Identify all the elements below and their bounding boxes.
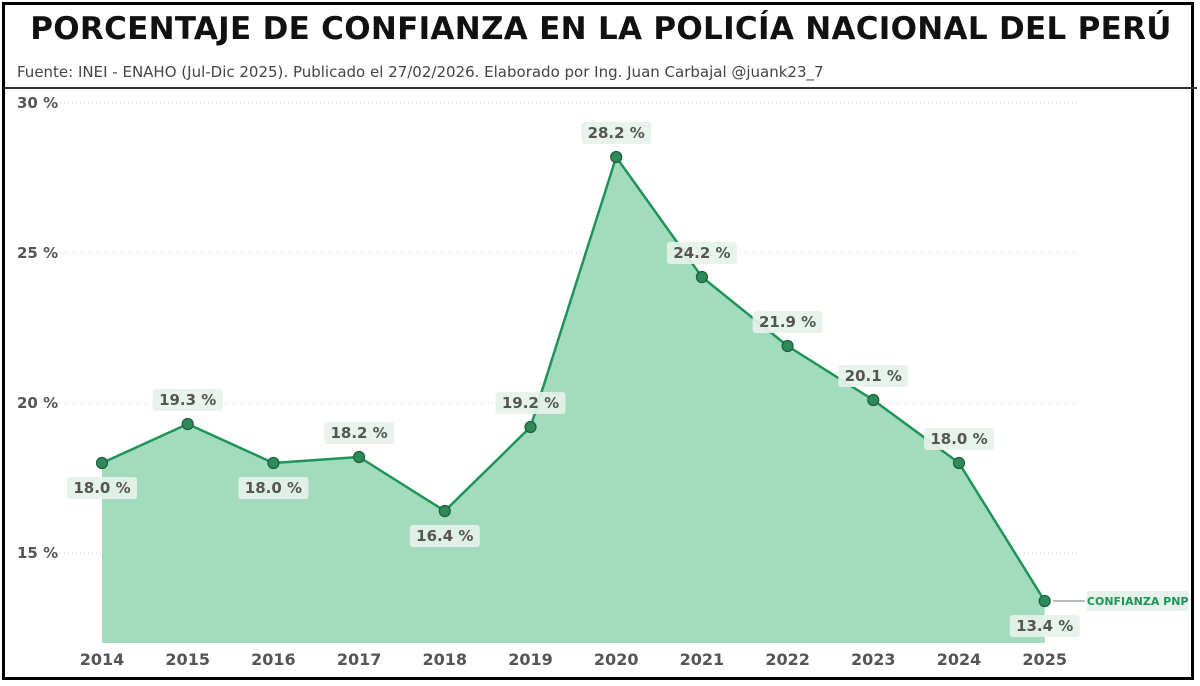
legend-label-bg <box>1086 591 1189 611</box>
data-label-bg <box>1009 615 1080 637</box>
data-label-bg <box>666 242 737 264</box>
data-label-bg <box>838 365 909 387</box>
data-label: 13.4 % <box>1016 617 1073 635</box>
data-label: 18.0 % <box>245 479 302 497</box>
x-tick-label: 2021 <box>680 650 725 669</box>
x-tick-label: 2017 <box>337 650 382 669</box>
y-tick-label: 20 % <box>17 394 58 412</box>
area-fill <box>102 157 1045 643</box>
x-tick-label: 2022 <box>765 650 810 669</box>
data-label-layer: 18.0 % 19.3 % 18.0 % 18.2 % 16.4 % 19.2 % 28.2… <box>67 122 1080 637</box>
data-point <box>353 450 366 464</box>
x-tick-label: 2024 <box>937 650 982 669</box>
area-chart: 18.0 % 19.3 % 18.0 % 18.2 % 16.4 % 19.2 % 28.2… <box>17 94 1189 669</box>
data-label: 18.2 % <box>330 424 387 442</box>
data-label: 19.3 % <box>159 391 216 409</box>
data-label-bg <box>581 122 652 144</box>
data-label: 16.4 % <box>416 527 473 545</box>
x-tick-label: 2023 <box>851 650 896 669</box>
y-tick-label: 30 % <box>17 94 58 112</box>
data-point <box>867 393 880 407</box>
x-tick-label: 2015 <box>165 650 210 669</box>
data-label-bg <box>495 392 566 414</box>
data-point <box>181 417 194 431</box>
y-tick-label: 15 % <box>17 544 58 562</box>
area-fill-layer <box>102 157 1045 643</box>
data-label-bg <box>324 422 395 444</box>
x-tick-label: 2016 <box>251 650 296 669</box>
data-point <box>95 456 109 470</box>
header-divider <box>5 87 1197 89</box>
data-point <box>524 420 537 434</box>
data-point <box>695 270 709 284</box>
legend-layer: CONFIANZA PNP <box>1052 591 1189 611</box>
chart-title: PORCENTAJE DE CONFIANZA EN LA POLICÍA NA… <box>30 11 1172 47</box>
data-label-bg <box>152 389 223 411</box>
x-tick-label: 2018 <box>423 650 468 669</box>
data-label: 21.9 % <box>759 313 816 331</box>
y-tick-label: 25 % <box>17 244 58 262</box>
series-line <box>101 155 1046 602</box>
data-label-bg <box>752 311 823 333</box>
axis-layer: 15 % 20 % 25 % 30 % 2014 2015 2016 2017 2018 2019… <box>17 94 1067 669</box>
legend-label: CONFIANZA PNP <box>1087 595 1189 608</box>
x-tick-label: 2019 <box>508 650 553 669</box>
data-label-bg <box>409 525 480 547</box>
series-line-layer <box>101 155 1046 602</box>
data-label-bg <box>67 477 137 499</box>
data-label: 24.2 % <box>673 244 730 262</box>
data-label: 19.2 % <box>502 394 559 412</box>
data-label: 18.0 % <box>930 430 987 448</box>
x-tick-label: 2020 <box>594 650 639 669</box>
data-label-bg <box>924 428 994 450</box>
data-point <box>781 339 794 353</box>
x-tick-label: 2014 <box>80 650 125 669</box>
data-point <box>1038 594 1051 608</box>
chart-subtitle: Fuente: INEI - ENAHO (Jul-Dic 2025). Pub… <box>17 63 824 81</box>
data-point <box>267 456 280 470</box>
data-point <box>438 504 451 518</box>
data-label-bg <box>238 477 309 499</box>
data-point <box>952 456 966 470</box>
data-label: 20.1 % <box>845 367 902 385</box>
marker-layer <box>95 150 1051 608</box>
data-label: 28.2 % <box>588 124 645 142</box>
data-label: 18.0 % <box>73 479 130 497</box>
x-tick-label: 2025 <box>1022 650 1067 669</box>
data-point <box>610 150 623 164</box>
